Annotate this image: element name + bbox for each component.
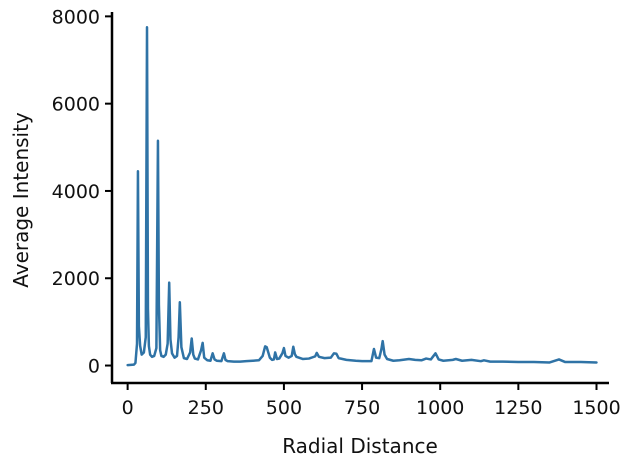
- x-tick-label: 1250: [494, 397, 542, 419]
- x-axis-title: Radial Distance: [282, 434, 438, 458]
- y-tick-label: 8000: [52, 6, 100, 28]
- y-axis-title: Average Intensity: [9, 112, 33, 288]
- y-tick-label: 0: [88, 356, 100, 378]
- y-tick-label: 4000: [52, 181, 100, 203]
- x-tick-label: 750: [344, 397, 380, 419]
- y-axis-ticks: 0 2000 4000 6000 8000: [52, 6, 112, 378]
- y-tick-label: 6000: [52, 94, 100, 116]
- series-layer: [126, 26, 598, 367]
- x-tick-label: 1000: [416, 397, 464, 419]
- x-tick-label: 1500: [572, 397, 620, 419]
- x-tick-label: 500: [266, 397, 302, 419]
- x-axis-ticks: 0 250 500 750 1000 1250 1500: [122, 383, 621, 419]
- y-tick-label: 2000: [52, 268, 100, 290]
- x-tick-label: 250: [188, 397, 224, 419]
- series-line: [126, 26, 598, 367]
- x-tick-label: 0: [122, 397, 134, 419]
